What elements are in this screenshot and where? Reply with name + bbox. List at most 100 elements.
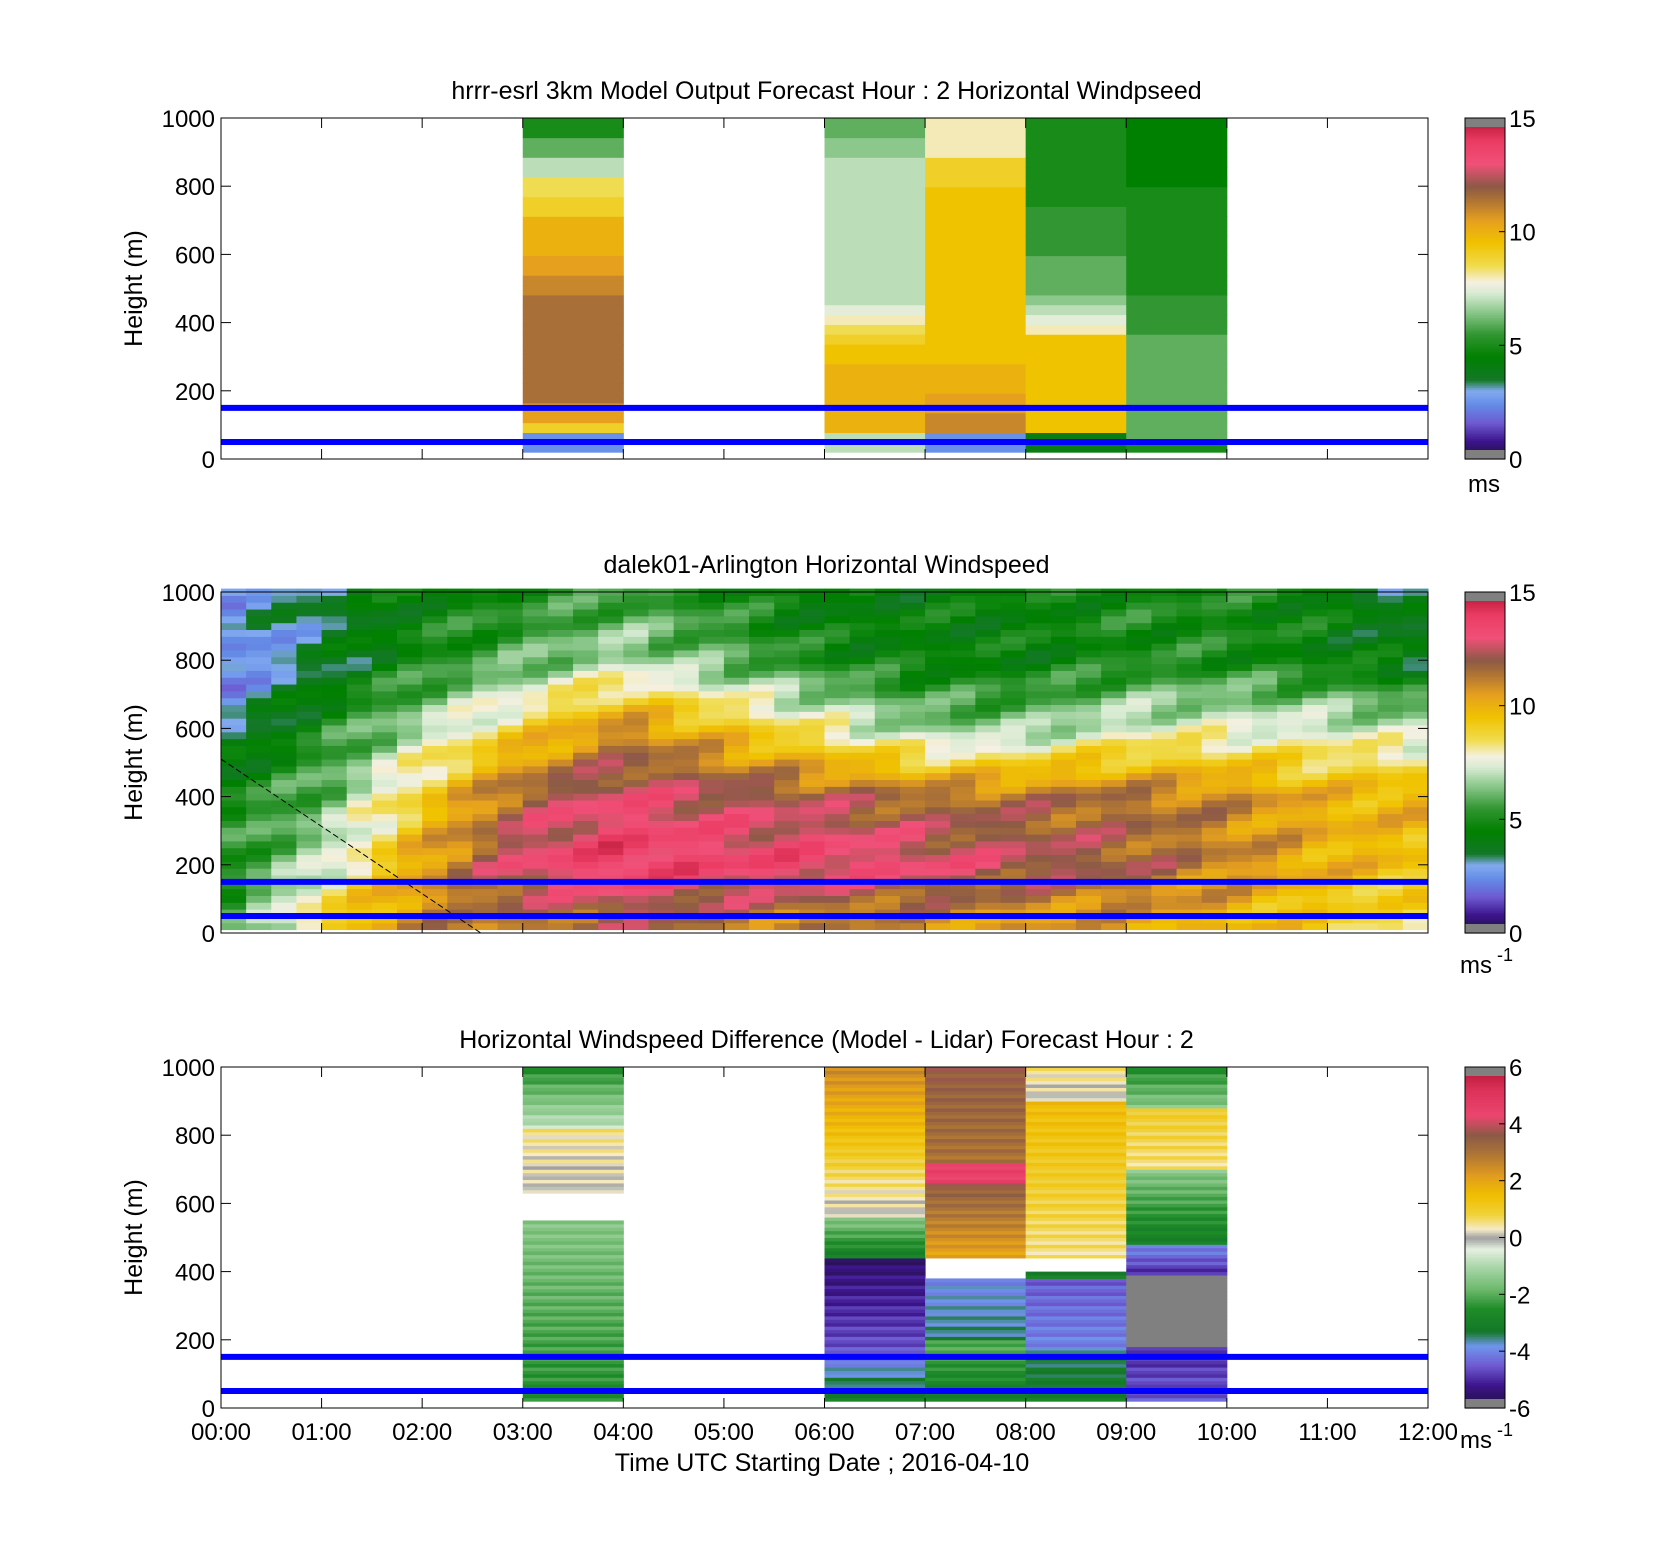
- heatmap-cell: [1352, 711, 1379, 719]
- heatmap-cell: [648, 629, 675, 637]
- heatmap-cell: [1126, 1087, 1228, 1092]
- heatmap-cell: [824, 186, 926, 198]
- heatmap-cell: [1025, 186, 1127, 198]
- heatmap-cell: [774, 895, 800, 903]
- colorbar-band: [1465, 1285, 1505, 1288]
- heatmap-cell: [1025, 275, 1127, 286]
- heatmap-cell: [522, 1118, 624, 1123]
- heatmap-cell: [1101, 636, 1127, 644]
- colorbar-band: [1465, 742, 1505, 745]
- heatmap-cell: [1101, 649, 1127, 658]
- heatmap-cell: [522, 1244, 624, 1249]
- heatmap-cell: [925, 1114, 1027, 1119]
- heatmap-cell: [573, 834, 599, 842]
- colorbar-band: [1465, 196, 1505, 199]
- heatmap-cell: [975, 670, 1002, 678]
- heatmap-cell: [221, 888, 247, 896]
- heatmap-cell: [925, 1104, 1027, 1109]
- heatmap-cell: [925, 1384, 1027, 1389]
- heatmap-cell: [371, 697, 398, 706]
- heatmap-cell: [749, 813, 775, 821]
- heatmap-cell: [925, 1186, 1027, 1191]
- heatmap-cell: [497, 909, 524, 917]
- heatmap-cell: [1377, 834, 1404, 842]
- colorbar-band: [1465, 808, 1505, 811]
- heatmap-cell: [1176, 875, 1203, 883]
- colorbar-band: [1465, 194, 1505, 198]
- colorbar-tick-label: -2: [1509, 1282, 1530, 1309]
- heatmap-cell: [623, 663, 649, 671]
- heatmap-cell: [1050, 793, 1077, 801]
- heatmap-cell: [321, 718, 348, 726]
- heatmap-cell: [1352, 643, 1379, 651]
- heatmap-cell: [573, 738, 599, 746]
- colorbar-band: [1465, 825, 1505, 828]
- heatmap-cell: [1050, 806, 1077, 815]
- heatmap-cell: [824, 1210, 926, 1215]
- heatmap-cell: [673, 779, 700, 787]
- heatmap-cell: [1327, 765, 1354, 774]
- heatmap-cell: [296, 738, 323, 746]
- heatmap-cell: [1327, 615, 1354, 624]
- heatmap-cell: [925, 793, 951, 801]
- colorbar-band: [1465, 1390, 1505, 1394]
- heatmap-cell: [1025, 1101, 1127, 1106]
- heatmap-cell: [497, 875, 524, 883]
- heatmap-cell: [397, 704, 423, 712]
- heatmap-cell: [824, 226, 926, 237]
- heatmap-cell: [573, 813, 599, 821]
- heatmap-cell: [522, 1251, 624, 1256]
- heatmap-cell: [1402, 902, 1429, 910]
- heatmap-cell: [1302, 793, 1328, 801]
- heatmap-cell: [1126, 1217, 1228, 1221]
- heatmap-cell: [1025, 1073, 1127, 1078]
- heatmap-cell: [774, 711, 800, 719]
- heatmap-cell: [246, 902, 272, 910]
- heatmap-cell: [774, 765, 800, 774]
- heatmap-cell: [547, 834, 574, 842]
- heatmap-cell: [447, 881, 473, 890]
- heatmap-cell: [774, 670, 800, 678]
- heatmap-cell: [397, 902, 423, 910]
- heatmap-cell: [1050, 922, 1077, 931]
- heatmap-cell: [1126, 1223, 1228, 1228]
- heatmap-cell: [925, 245, 1027, 257]
- heatmap-cell: [497, 615, 524, 624]
- heatmap-cell: [698, 765, 725, 774]
- heatmap-cell: [1377, 718, 1404, 726]
- heatmap-cell: [774, 718, 800, 726]
- heatmap-cell: [1126, 1196, 1228, 1201]
- heatmap-cell: [547, 602, 574, 610]
- heatmap-cell: [1302, 629, 1328, 637]
- heatmap-cell: [874, 663, 901, 671]
- colorbar-band: [1465, 709, 1505, 712]
- heatmap-cell: [824, 1237, 926, 1242]
- colorbar-band: [1465, 1215, 1505, 1218]
- heatmap-cell: [1000, 881, 1027, 890]
- heatmap-cell: [321, 881, 348, 890]
- heatmap-cell: [1377, 670, 1404, 678]
- heatmap-cell: [849, 881, 876, 890]
- heatmap-cell: [824, 206, 926, 217]
- heatmap-cell: [321, 684, 348, 692]
- heatmap-cell: [925, 1254, 1027, 1259]
- heatmap-cell: [1126, 216, 1228, 227]
- heatmap-cell: [1025, 1179, 1127, 1184]
- heatmap-cell: [975, 711, 1002, 719]
- heatmap-cell: [547, 786, 574, 794]
- colorbar-band: [1465, 696, 1505, 699]
- heatmap-cell: [522, 820, 549, 828]
- heatmap-cell: [749, 875, 775, 883]
- heatmap-cell: [573, 615, 599, 624]
- heatmap-cell: [1402, 677, 1429, 685]
- heatmap-cell: [547, 854, 574, 862]
- heatmap-cell: [296, 922, 323, 931]
- heatmap-cell: [598, 854, 624, 862]
- colorbar-band: [1465, 155, 1505, 158]
- colorbar-band: [1465, 372, 1505, 375]
- heatmap-cell: [1126, 677, 1152, 685]
- colorbar-band: [1465, 1150, 1505, 1153]
- colorbar-band: [1465, 428, 1505, 431]
- heatmap-cell: [522, 1189, 624, 1194]
- colorbar-band: [1465, 1239, 1505, 1242]
